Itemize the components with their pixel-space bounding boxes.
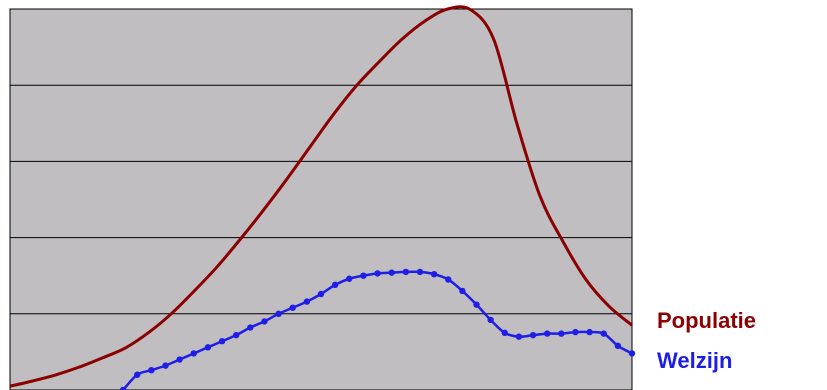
data-point-welzijn [402, 268, 410, 276]
data-point-welzijn [275, 310, 282, 317]
data-point-welzijn [374, 270, 381, 277]
data-point-welzijn [162, 362, 169, 369]
data-point-welzijn [289, 304, 296, 311]
data-point-welzijn [416, 268, 424, 276]
plot-border [9, 8, 633, 390]
data-point-welzijn [148, 366, 155, 374]
data-point-welzijn [303, 298, 311, 305]
data-point-welzijn [346, 275, 353, 282]
data-point-welzijn [261, 318, 268, 325]
series-layer [9, 5, 636, 390]
data-point-welzijn [204, 344, 212, 351]
data-point-welzijn [600, 330, 607, 337]
data-point-welzijn [218, 338, 226, 345]
data-point-welzijn [572, 328, 579, 336]
data-point-welzijn [473, 301, 480, 308]
data-point-welzijn [317, 290, 325, 298]
data-point-welzijn [529, 331, 537, 339]
data-point-welzijn [459, 287, 466, 295]
data-point-welzijn [614, 342, 622, 349]
data-point-welzijn [134, 371, 141, 378]
data-point-welzijn [119, 386, 127, 390]
data-point-welzijn [501, 329, 508, 337]
legend-label-welzijn: Welzijn [657, 348, 732, 373]
data-point-welzijn [445, 276, 452, 283]
data-point-welzijn [388, 269, 395, 276]
plot-area [10, 9, 632, 390]
data-point-welzijn [586, 328, 593, 336]
data-point-welzijn [176, 356, 183, 363]
data-point-welzijn [247, 324, 254, 331]
gridlines [10, 84, 632, 315]
data-point-welzijn [430, 270, 438, 278]
data-point-welzijn [190, 350, 197, 357]
data-point-welzijn [360, 272, 367, 279]
data-point-welzijn [628, 350, 636, 357]
data-point-welzijn [331, 281, 339, 289]
data-point-welzijn [232, 331, 240, 339]
data-point-welzijn [487, 316, 494, 324]
legend-label-populatie: Populatie [657, 308, 756, 333]
series-line-populatie [9, 5, 633, 388]
data-point-welzijn [515, 333, 523, 340]
data-point-welzijn [558, 330, 565, 337]
data-point-welzijn [543, 330, 551, 337]
